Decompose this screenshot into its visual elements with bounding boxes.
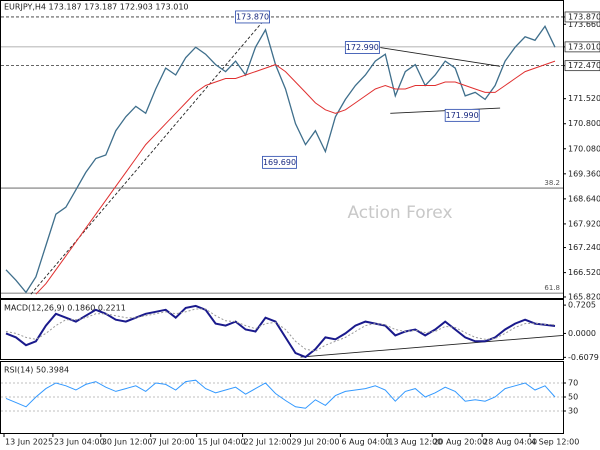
price-panel xyxy=(0,0,564,299)
y-tick-label: 170.080 xyxy=(568,144,600,153)
y-tick-label: 168.640 xyxy=(568,194,600,203)
x-tick-label: 20 Aug 20:00 xyxy=(433,438,487,447)
y-tick-label: 167.920 xyxy=(568,219,600,228)
y-tick-label: 70 xyxy=(568,379,578,388)
y-tick-label: 0.0000 xyxy=(568,329,596,338)
fib-label: 38.2 xyxy=(544,179,560,187)
trend-line xyxy=(380,47,501,67)
x-tick-label: 22 Jul 12:00 xyxy=(244,438,292,447)
y-tick-label: 171.520 xyxy=(568,94,600,103)
annotation-label: 169.690 xyxy=(263,158,296,167)
watermark: Action Forex xyxy=(347,203,452,223)
x-tick-label: 29 Jul 20:00 xyxy=(291,438,339,447)
annotation-box xyxy=(235,10,270,24)
x-tick-label: 15 Jul 04:00 xyxy=(198,438,246,447)
x-tick-label: 4 Sep 12:00 xyxy=(531,438,579,447)
x-tick-label: 6 Aug 04:00 xyxy=(341,438,390,447)
y-tick-label: 169.360 xyxy=(568,169,600,178)
y-tick-label: 165.820 xyxy=(568,292,600,301)
annotation-box xyxy=(344,41,380,54)
series-line xyxy=(5,25,556,294)
annotation-label: 173.870 xyxy=(236,12,269,21)
annotation-label: 171.990 xyxy=(446,111,479,120)
x-tick-label: 30 Jun 12:00 xyxy=(102,438,153,447)
y-tick-label: 172.470 xyxy=(568,61,600,70)
price-box xyxy=(564,11,600,23)
annotation-box xyxy=(262,155,297,169)
y-tick-label: 173.660 xyxy=(568,20,600,29)
trend-line xyxy=(300,334,564,358)
y-tick-label: -0.6079 xyxy=(568,353,599,362)
y-tick-label: 30 xyxy=(568,407,578,416)
x-tick-label: 7 Jul 20:00 xyxy=(152,438,195,447)
annotation-box xyxy=(444,108,480,122)
series-line xyxy=(35,60,556,295)
y-tick-label: 0.7205 xyxy=(568,301,596,310)
x-tick-label: 28 Aug 04:00 xyxy=(483,438,537,447)
x-tick-label: 13 Jun 2025 xyxy=(5,438,53,447)
x-tick-label: 23 Jun 04:00 xyxy=(54,438,105,447)
y-tick-label: 173.870 xyxy=(568,12,600,21)
annotation-label: 172.990 xyxy=(346,43,379,52)
y-tick-label: 50 xyxy=(568,393,578,402)
series-line xyxy=(5,304,556,359)
indicator-title: RSI(14) 50.3984 xyxy=(4,366,69,375)
y-tick-label: 170.800 xyxy=(568,119,600,128)
y-tick-label: 173.010 xyxy=(568,42,600,51)
y-tick-label: 167.240 xyxy=(568,243,600,252)
fib-label: 61.8 xyxy=(544,284,560,292)
macd-panel xyxy=(0,299,564,360)
trend-line xyxy=(30,12,271,295)
indicator-title: MACD(12,26,9) 0.1860 0.2211 xyxy=(4,304,126,313)
x-tick-label: 13 Aug 12:00 xyxy=(388,438,442,447)
y-tick-label: 166.520 xyxy=(568,268,600,277)
price-box xyxy=(564,41,600,53)
price-box xyxy=(564,60,600,72)
series-line xyxy=(5,379,556,409)
chart-title: EURJPY,H4 173.187 173.187 172.903 173.01… xyxy=(4,3,189,12)
